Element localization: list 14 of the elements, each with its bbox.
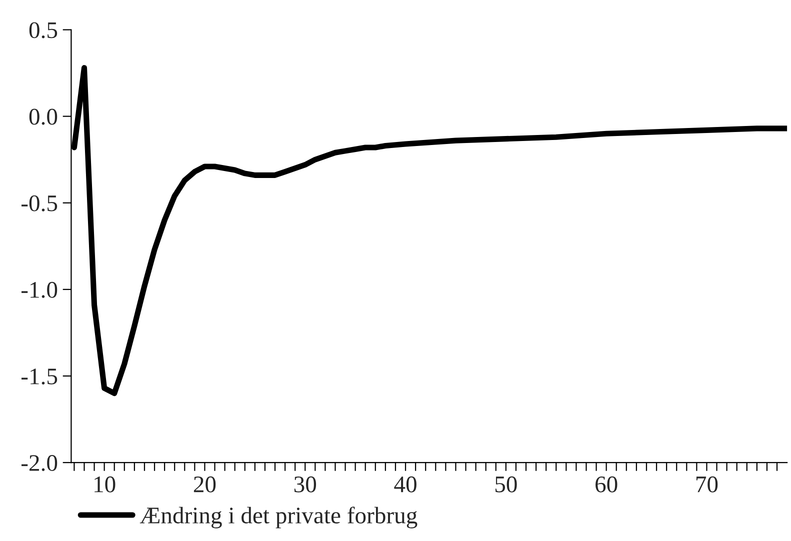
y-tick-label: 0.0 [29,108,58,125]
x-tick-label: 70 [696,476,718,492]
x-tick-label: 30 [294,476,316,492]
y-tick-label: 0.5 [29,22,58,38]
y-tick-label: -1.0 [22,282,58,298]
y-tick-label: -0.5 [22,195,58,212]
x-tick-label: 20 [194,476,216,492]
x-tick-label: 50 [495,476,517,492]
y-tick-label: -1.5 [22,368,58,385]
x-tick-label: 60 [596,476,618,492]
y-tick-label: -2.0 [22,455,58,472]
x-tick-label: 10 [94,476,116,492]
legend-label: Ændring i det private forbrug [140,506,418,528]
x-tick-label: 40 [394,476,416,492]
